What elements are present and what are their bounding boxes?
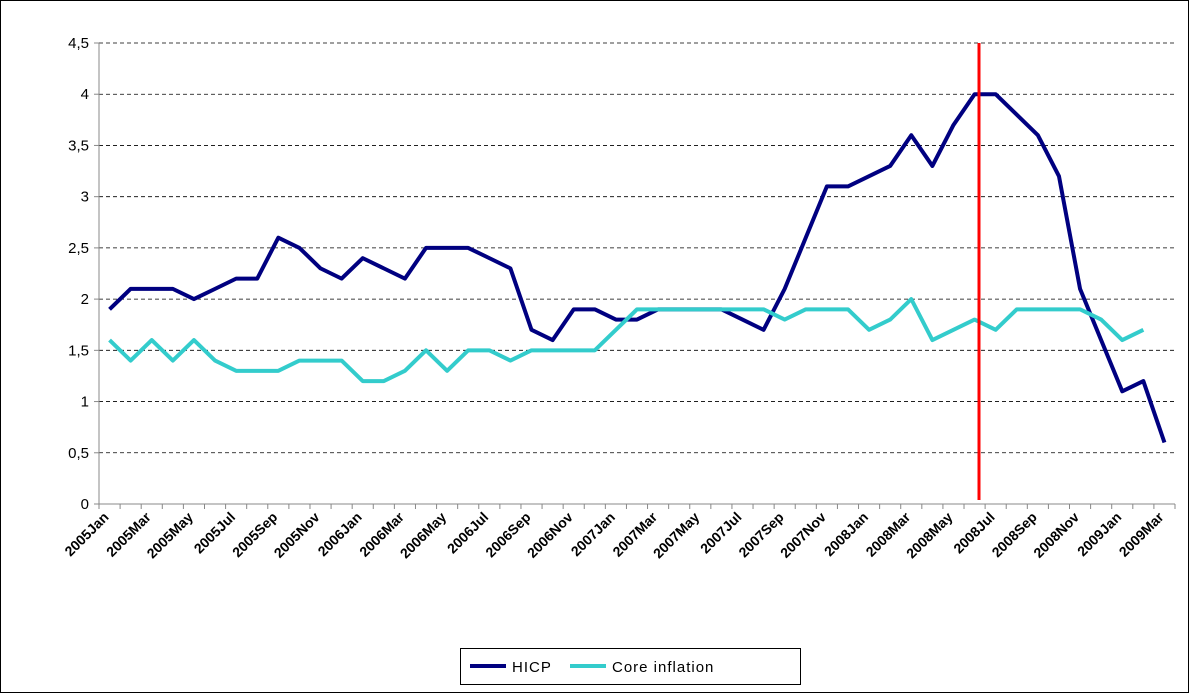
legend-label: HICP bbox=[512, 659, 552, 676]
y-tick-label: 0,5 bbox=[68, 445, 89, 462]
series-line bbox=[108, 297, 1145, 384]
y-tick-label: 1 bbox=[81, 394, 89, 411]
y-tick-label: 2 bbox=[81, 291, 89, 308]
y-tick-label: 3 bbox=[81, 189, 89, 206]
y-tick-label: 1,5 bbox=[68, 342, 89, 359]
legend-label: Core inflation bbox=[612, 659, 714, 676]
legend: HICP Core inflation bbox=[460, 648, 801, 685]
y-tick-label: 3,5 bbox=[68, 137, 89, 154]
series-line bbox=[108, 92, 1167, 444]
y-tick-label: 2,5 bbox=[68, 240, 89, 257]
y-tick-label: 4,5 bbox=[68, 35, 89, 52]
y-tick-label: 4 bbox=[81, 86, 89, 103]
legend-box bbox=[460, 648, 801, 685]
y-tick-label: 0 bbox=[81, 496, 89, 513]
